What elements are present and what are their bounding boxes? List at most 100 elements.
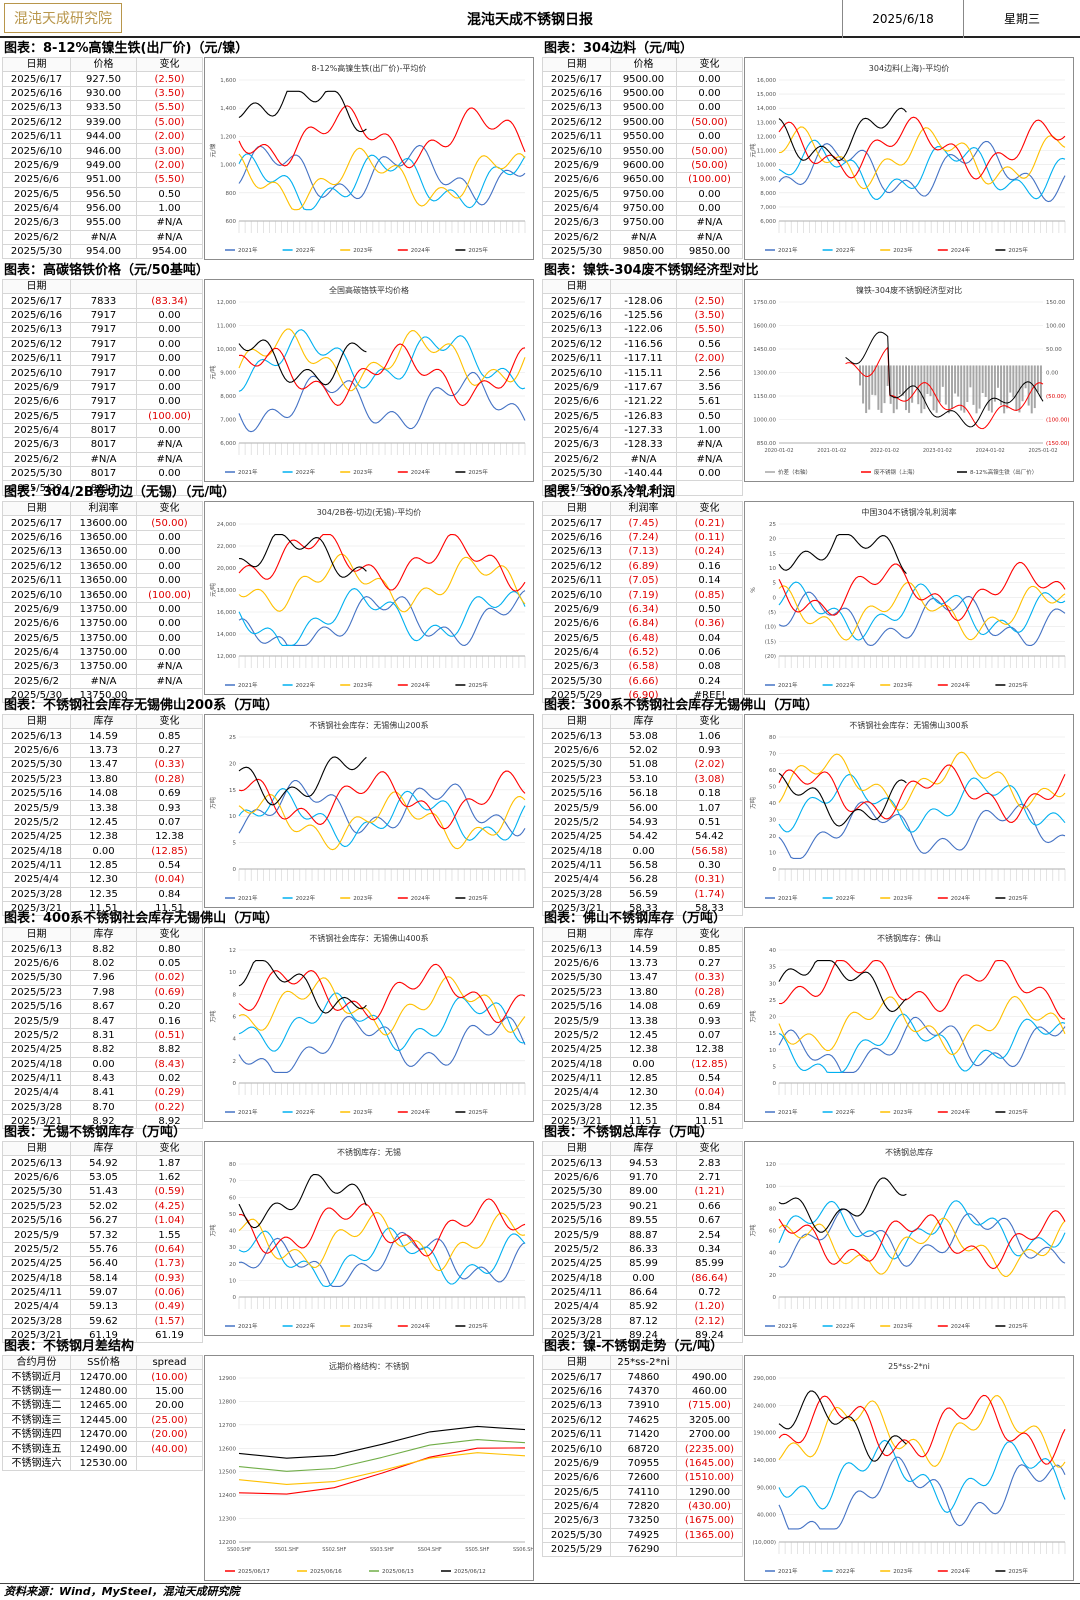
series-line-3 bbox=[778, 126, 1066, 190]
table-cell: 9850.00 bbox=[610, 244, 677, 260]
table-cell: 2025/3/28 bbox=[2, 1099, 71, 1116]
legend-label: 2022年 bbox=[836, 1108, 856, 1116]
company-logo: 混沌天成研究院 bbox=[4, 3, 122, 33]
series-line-5 bbox=[238, 339, 367, 386]
table-header-row: 日期 库存 变化 bbox=[2, 1140, 203, 1157]
table-cell: 2025/6/13 bbox=[542, 941, 611, 957]
table-cell: 85.99 bbox=[610, 1256, 677, 1272]
data-table: 日期 库存 变化 2025/6/13 14.59 0.85 2025/6/6 13.73 0.2… bbox=[2, 713, 203, 917]
chart-title: 远期价格结构：不锈钢 bbox=[329, 1361, 409, 1371]
table-cell: 2025/3/28 bbox=[542, 886, 611, 903]
chart-title: 全国高碳铬铁平均价格 bbox=[329, 285, 409, 295]
chart: 8-12%高镍生铁(出厂价)-平均价 1,600 1,400 1,200 1,000 80… bbox=[204, 57, 534, 260]
legend-label: 2023年 bbox=[893, 681, 913, 689]
legend-label: 2024年 bbox=[411, 1322, 431, 1330]
spread-bar bbox=[963, 365, 966, 413]
table-row: 2025/3/28 8.70 (0.22) bbox=[2, 1099, 203, 1116]
y-tick-label: 1,600 bbox=[220, 78, 236, 84]
table-cell: 14.08 bbox=[610, 998, 677, 1015]
table-cell: 0.00 bbox=[676, 71, 743, 87]
table-cell: 7917 bbox=[70, 322, 137, 338]
table-cell: 0.84 bbox=[136, 886, 203, 903]
table-cell: (2.50) bbox=[676, 293, 743, 309]
y-tick-label: 0 bbox=[773, 595, 777, 601]
data-table: 日期 利润率 变化 2025/6/17 13600.00 (50.00) 2025/6/16… bbox=[2, 500, 203, 704]
table-row: 2025/6/12 -116.56 0.56 bbox=[542, 336, 743, 352]
table-cell: 2025/6/11 bbox=[2, 350, 71, 367]
table-cell: 2025/6/17 bbox=[542, 515, 611, 531]
table-cell: 2025/4/4 bbox=[2, 1299, 71, 1315]
spread-bar bbox=[969, 365, 972, 388]
table-cell: 0.08 bbox=[676, 659, 743, 675]
table-cell: #N/A bbox=[70, 673, 137, 690]
table-cell: 2025/6/17 bbox=[542, 1369, 611, 1385]
table-header-cell: 变化 bbox=[136, 500, 203, 517]
table-cell: 2025/6/2 bbox=[542, 451, 611, 468]
table-cell: 2.54 bbox=[676, 1227, 743, 1243]
data-table: 日期 库存 变化 2025/6/13 94.53 2.83 2025/6/6 91.70 2.7… bbox=[542, 1140, 743, 1344]
table-header-row: 日期 价格 变化 bbox=[542, 56, 743, 73]
table-row: 2025/5/29 -140.44 bbox=[542, 480, 743, 496]
table-row: 2025/3/28 12.35 0.84 bbox=[2, 886, 203, 903]
table-row: 2025/4/4 12.30 (0.04) bbox=[2, 872, 203, 888]
table-cell: 13.80 bbox=[610, 984, 677, 1000]
table-cell: 0.84 bbox=[676, 1099, 743, 1116]
legend-label: 2022年 bbox=[296, 1322, 316, 1330]
data-table: 合约月份 SS价格 spread 不锈钢近月 12470.00 (10.00) 不锈钢连一 1… bbox=[2, 1354, 203, 1472]
table-cell: (3.00) bbox=[136, 143, 203, 159]
table-row: 2025/6/5 -126.83 0.50 bbox=[542, 408, 743, 424]
table-cell: 2025/6/10 bbox=[2, 365, 71, 381]
table-cell: 2025/5/2 bbox=[2, 814, 71, 831]
table-cell: 954.00 bbox=[70, 244, 137, 260]
series-line-5 bbox=[778, 107, 907, 162]
spread-bar bbox=[898, 365, 901, 395]
table-cell: 12.45 bbox=[70, 814, 137, 831]
y-tick-label: 140,000 bbox=[753, 1458, 776, 1464]
table-cell: 2025/6/12 bbox=[2, 114, 71, 130]
table-cell: (1.21) bbox=[676, 1184, 743, 1200]
table-cell: 2025/6/13 bbox=[542, 322, 611, 338]
table-cell: 2025/6/11 bbox=[2, 128, 71, 145]
table-cell: (50.00) bbox=[676, 114, 743, 130]
legend-label: 2025年 bbox=[1008, 1322, 1028, 1330]
table-cell: 0.00 bbox=[676, 128, 743, 145]
table-row: 2025/5/2 54.93 0.51 bbox=[542, 814, 743, 831]
spread-bar bbox=[993, 365, 996, 402]
table-cell: 13.47 bbox=[610, 970, 677, 986]
table-row: 2025/3/28 87.12 (2.12) bbox=[542, 1313, 743, 1330]
table-cell: 89.55 bbox=[610, 1212, 677, 1229]
legend-label: 2024年 bbox=[951, 1567, 971, 1575]
y-tick-label: 2 bbox=[233, 1059, 237, 1065]
table-cell: 2025/5/30 bbox=[542, 970, 611, 986]
table-cell: 13.73 bbox=[610, 955, 677, 972]
table-row: 2025/6/12 (6.89) 0.16 bbox=[542, 558, 743, 574]
table-cell: 2025/6/12 bbox=[542, 114, 611, 130]
table-cell: 8.31 bbox=[70, 1027, 137, 1044]
table-cell: 1.87 bbox=[136, 1155, 203, 1171]
table-row: 2025/5/30 -140.44 0.00 bbox=[542, 466, 743, 482]
table-cell: 2025/4/4 bbox=[2, 872, 71, 888]
table-cell: 2700.00 bbox=[676, 1426, 743, 1443]
table-cell: 2025/6/3 bbox=[542, 659, 611, 675]
table-cell: 0.00 bbox=[136, 379, 203, 396]
table-cell: 2025/6/2 bbox=[2, 451, 71, 468]
table-cell: 2025/6/3 bbox=[542, 1513, 611, 1529]
table-cell: 2025/6/6 bbox=[542, 955, 611, 972]
spread-bar bbox=[1027, 365, 1030, 406]
table-header-cell: 变化 bbox=[136, 1140, 203, 1157]
y-tick-label: 9,000 bbox=[760, 177, 776, 183]
table-cell: (0.33) bbox=[676, 970, 743, 986]
series-line-3 bbox=[238, 328, 526, 392]
table-cell: 89.00 bbox=[610, 1184, 677, 1200]
table-row: 2025/5/29 76290 bbox=[542, 1542, 743, 1558]
x-tick-label: SS02.SHF bbox=[322, 1547, 346, 1553]
table-cell: (4.25) bbox=[136, 1198, 203, 1214]
table-cell: 71420 bbox=[610, 1426, 677, 1443]
table-cell: 7.98 bbox=[70, 984, 137, 1000]
table-cell: 2025/5/16 bbox=[2, 785, 71, 802]
y-tick-label: 1300.00 bbox=[753, 371, 776, 377]
table-cell: -121.22 bbox=[610, 394, 677, 410]
table-row: 2025/5/2 86.33 0.34 bbox=[542, 1241, 743, 1258]
legend-label: 2021年 bbox=[778, 681, 798, 689]
table-cell: 54.93 bbox=[610, 814, 677, 831]
